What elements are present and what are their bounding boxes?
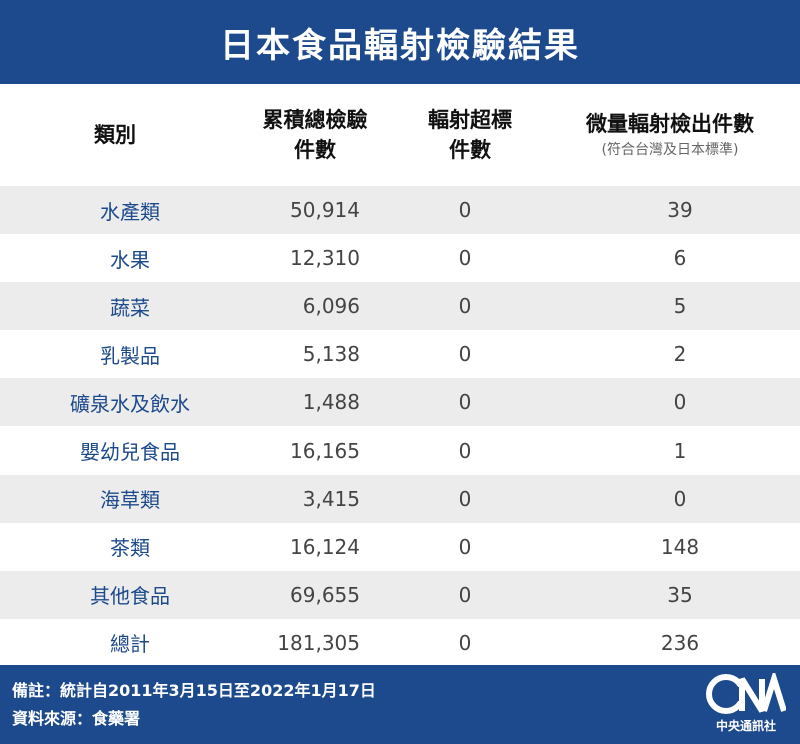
row-total: 50,914 <box>290 198 360 223</box>
table-row: 海草類 3,415 0 0 <box>0 474 800 523</box>
header-category-label: 類別 <box>94 122 136 147</box>
footer: 備註：統計自2011年3月15日至2022年1月17日 資料來源：食藥署 中央通… <box>0 665 800 744</box>
table-row: 礦泉水及飲水 1,488 0 0 <box>0 378 800 427</box>
header-category: 類別 <box>0 84 230 186</box>
page-title: 日本食品輻射檢驗結果 <box>0 0 800 84</box>
table-row: 水產類 50,914 0 39 <box>0 186 800 235</box>
row-exceed: 0 <box>458 438 472 463</box>
cna-logo-text: 中央通訊社 <box>715 719 776 733</box>
table-row: 嬰幼兒食品 16,165 0 1 <box>0 427 800 475</box>
row-category: 其他食品 <box>90 584 170 609</box>
row-category: 水果 <box>110 247 150 272</box>
row-total: 16,124 <box>290 534 360 559</box>
row-exceed: 0 <box>458 246 472 271</box>
row-exceed: 0 <box>458 486 472 511</box>
header-trace: 微量輻射檢出件數 (符合台灣及日本標準) <box>540 84 800 186</box>
row-trace: 35 <box>667 582 693 607</box>
cna-logo-icon <box>706 673 786 714</box>
table-row: 其他食品 69,655 0 35 <box>0 570 800 619</box>
row-category: 乳製品 <box>100 343 160 368</box>
row-category: 海草類 <box>100 488 160 513</box>
header-total-line1: 累積總檢驗 <box>262 107 368 132</box>
row-total: 5,138 <box>302 342 360 367</box>
row-trace: 39 <box>667 198 693 223</box>
header-exceed-line1: 輻射超標 <box>428 107 512 132</box>
table-row: 乳製品 5,138 0 2 <box>0 330 800 378</box>
header-trace-line1: 微量輻射檢出件數 <box>586 111 754 136</box>
table-header: 類別 累積總檢驗 件數 輻射超標 件數 微量輻射檢出件數 (符合台灣及日本標準) <box>0 84 800 186</box>
row-category: 嬰幼兒食品 <box>80 440 180 465</box>
table-row: 茶類 16,124 0 148 <box>0 523 800 571</box>
row-total: 6,096 <box>302 294 360 319</box>
row-trace: 236 <box>660 630 700 655</box>
row-trace: 6 <box>673 246 687 271</box>
row-category: 茶類 <box>110 536 150 561</box>
header-total-line2: 件數 <box>294 138 336 162</box>
row-trace: 5 <box>673 294 687 319</box>
row-total: 181,305 <box>277 630 360 655</box>
row-total: 1,488 <box>302 390 360 415</box>
table-row: 水果 12,310 0 6 <box>0 234 800 282</box>
row-exceed: 0 <box>458 630 472 655</box>
row-trace: 0 <box>673 390 687 415</box>
table-row-total: 總計 181,305 0 236 <box>0 619 800 667</box>
footer-source: 資料來源：食藥署 <box>12 709 141 728</box>
row-trace: 0 <box>673 486 687 511</box>
row-exceed: 0 <box>458 582 472 607</box>
row-total: 3,415 <box>302 486 360 511</box>
row-category: 礦泉水及飲水 <box>70 391 190 416</box>
row-total: 12,310 <box>290 246 360 271</box>
header-trace-line2: (符合台灣及日本標準) <box>601 142 739 159</box>
row-exceed: 0 <box>458 198 472 223</box>
row-exceed: 0 <box>458 342 472 367</box>
results-table: 類別 累積總檢驗 件數 輻射超標 件數 微量輻射檢出件數 (符合台灣及日本標準)… <box>0 84 800 665</box>
row-category: 水產類 <box>100 199 160 224</box>
row-total: 16,165 <box>290 438 360 463</box>
header-exceed-line2: 件數 <box>449 138 491 162</box>
cna-logo: 中央通訊社 <box>706 673 786 737</box>
row-category: 總計 <box>110 632 150 657</box>
footer-note: 備註：統計自2011年3月15日至2022年1月17日 <box>12 681 376 700</box>
row-trace: 148 <box>660 534 700 559</box>
row-trace: 1 <box>673 438 687 463</box>
header-exceed: 輻射超標 件數 <box>400 84 540 186</box>
row-exceed: 0 <box>458 534 472 559</box>
row-exceed: 0 <box>458 390 472 415</box>
table-row: 蔬菜 6,096 0 5 <box>0 282 800 331</box>
row-trace: 2 <box>673 342 687 367</box>
row-exceed: 0 <box>458 294 472 319</box>
row-total: 69,655 <box>290 582 360 607</box>
row-category: 蔬菜 <box>110 295 150 320</box>
header-total: 累積總檢驗 件數 <box>230 84 400 186</box>
